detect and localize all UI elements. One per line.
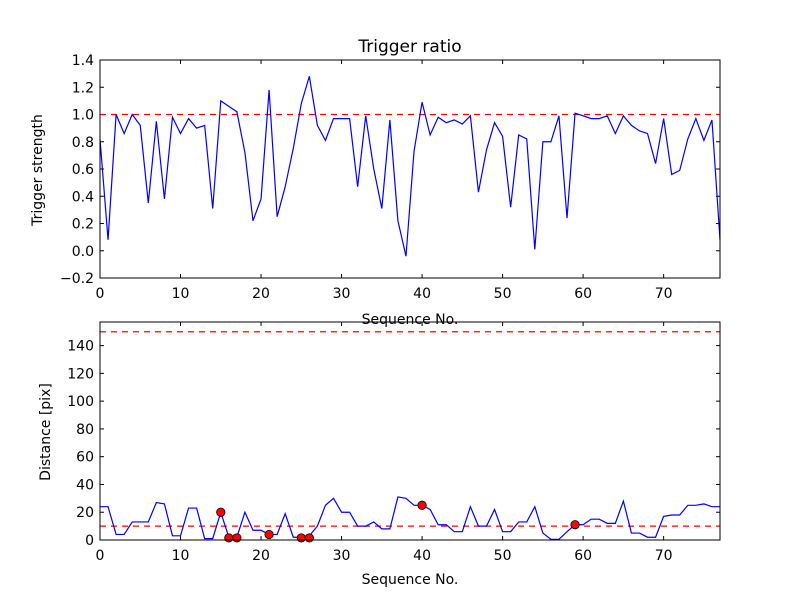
bottom-marker-point bbox=[570, 520, 580, 530]
bottom-xtick-label: 40 bbox=[413, 548, 431, 564]
top-ytick-label: 0.2 bbox=[72, 217, 94, 233]
top-chart-title: Trigger ratio bbox=[357, 37, 461, 57]
bottom-ytick-label: 100 bbox=[67, 394, 94, 410]
top-xtick-label: 40 bbox=[413, 286, 431, 302]
top-ytick-label: 0.6 bbox=[72, 162, 94, 178]
bottom-chart-ylabel: Distance [pix] bbox=[38, 383, 54, 481]
bottom-xtick-label: 60 bbox=[574, 548, 592, 564]
bottom-ytick-label: 140 bbox=[67, 339, 94, 355]
top-xtick-label: 50 bbox=[494, 286, 512, 302]
bottom-ytick-label: 80 bbox=[76, 422, 94, 438]
top-chart-frame bbox=[99, 59, 721, 279]
top-ytick-label: 1.2 bbox=[72, 80, 94, 96]
bottom-xtick-label: 0 bbox=[96, 548, 105, 564]
bottom-xtick-label: 10 bbox=[172, 548, 190, 564]
bottom-xtick-label: 20 bbox=[252, 548, 270, 564]
bottom-chart-frame bbox=[99, 321, 721, 541]
bottom-xtick-label: 50 bbox=[494, 548, 512, 564]
top-ytick-label: 0.4 bbox=[72, 189, 94, 205]
bottom-marker-point bbox=[264, 529, 274, 540]
bottom-ytick-label: 60 bbox=[76, 450, 94, 466]
top-ytick-label: 0.0 bbox=[72, 244, 94, 260]
bottom-marker-point bbox=[232, 533, 242, 543]
top-ytick-label: 1.0 bbox=[72, 108, 94, 124]
top-chart-ylabel: Trigger strength bbox=[30, 114, 46, 227]
top-chart-plot: 0 10 20 30 40 50 60 70 −0.2 0.0 0.2 0.4 0.6 0.8 1.0 1.2… bbox=[60, 53, 721, 302]
top-ytick-label: −0.2 bbox=[60, 271, 94, 287]
top-xtick-label: 70 bbox=[655, 286, 673, 302]
top-xtick-label: 20 bbox=[252, 286, 270, 302]
top-series-line bbox=[99, 76, 721, 257]
bottom-xtick-label: 30 bbox=[333, 548, 351, 564]
bottom-series-line bbox=[100, 496, 720, 540]
bottom-marker-point bbox=[304, 533, 314, 543]
bottom-chart-xlabel: Sequence No. bbox=[362, 572, 459, 588]
top-ytick-label: 0.8 bbox=[72, 135, 94, 151]
bottom-ytick-label: 20 bbox=[76, 505, 94, 521]
top-xtick-label: 60 bbox=[574, 286, 592, 302]
bottom-marker-point bbox=[224, 533, 234, 543]
top-ytick-label: 1.4 bbox=[72, 53, 94, 69]
bottom-marker-point bbox=[216, 507, 226, 517]
bottom-ytick-label: 0 bbox=[85, 533, 94, 549]
bottom-marker-point bbox=[417, 500, 427, 510]
top-xtick-label: 30 bbox=[333, 286, 351, 302]
bottom-ytick-label: 120 bbox=[67, 366, 94, 382]
bottom-chart-plot: 0 10 20 30 40 50 60 70 0 20 40 60 80 100 120 140 bbox=[67, 322, 720, 564]
bottom-marker-point bbox=[296, 533, 306, 543]
bottom-xtick-label: 70 bbox=[655, 548, 673, 564]
top-xtick-label: 0 bbox=[96, 286, 105, 302]
bottom-ytick-label: 40 bbox=[76, 477, 94, 493]
top-xtick-label: 10 bbox=[172, 286, 190, 302]
top-chart-xlabel: Sequence No. bbox=[362, 312, 459, 328]
